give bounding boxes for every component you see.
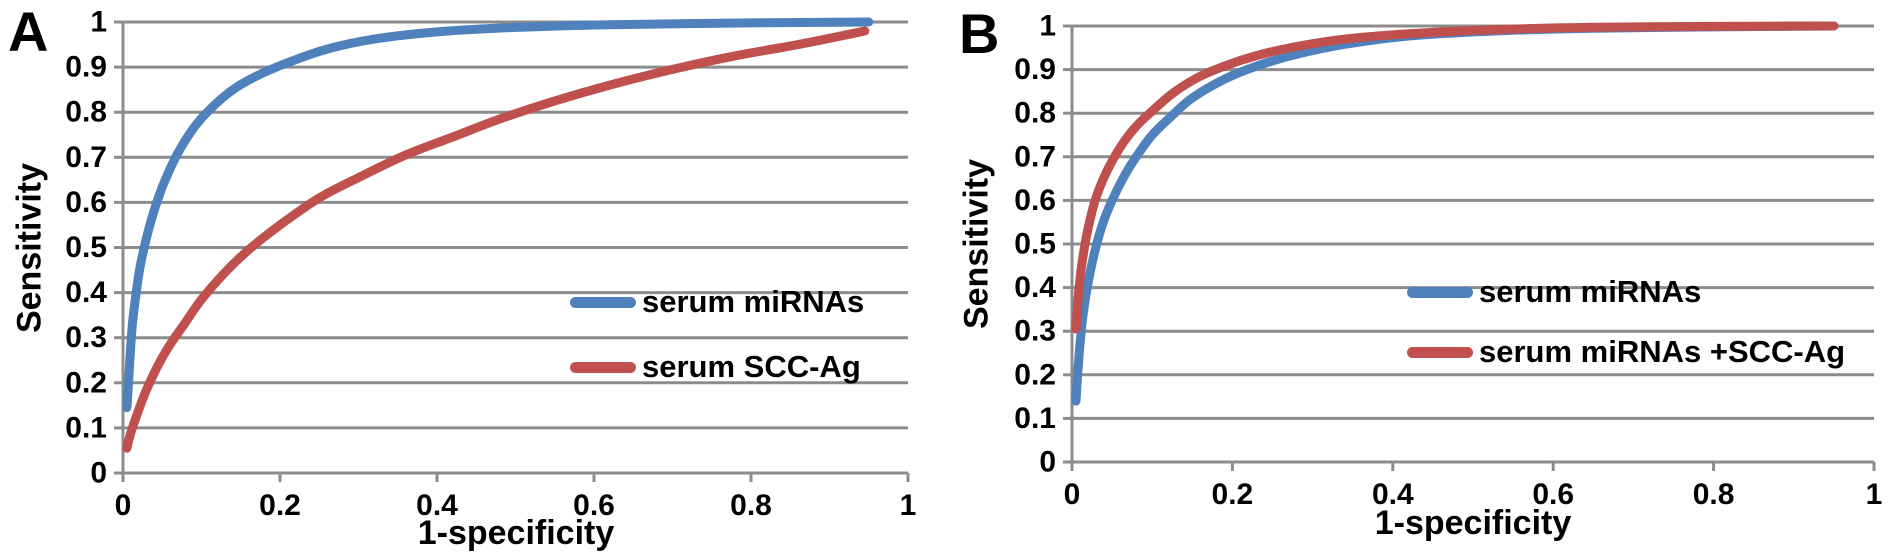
legend-line-marker: [570, 361, 636, 373]
legend-label: serum SCC-Ag: [642, 349, 861, 384]
y-tick-label: 0.1: [65, 411, 107, 444]
panel-label: A: [8, 0, 49, 63]
legend-label: serum miRNAs: [642, 284, 865, 319]
x-tick-label: 0.8: [1693, 478, 1735, 511]
roc-plot-a: 0 0.1 0.2 0.3 0.4 0.5 0.6 0.7 0.8 0.9 1 0 0.2 0.4 0.6 0…: [65, 6, 917, 523]
x-tick-label: 0.6: [573, 489, 615, 522]
panel-label: B: [959, 2, 1000, 65]
y-tick-label: 0.3: [1014, 315, 1056, 348]
roc-panel-b: 0 0.1 0.2 0.3 0.4 0.5 0.6 0.7 0.8 0.9 1 0 0.2 0.4 0.6 0…: [945, 0, 1890, 553]
y-axis-title: Sensitivity: [10, 162, 49, 334]
x-axis-title: 1-specificity: [1374, 504, 1572, 542]
y-tick-label: 0.6: [1014, 184, 1056, 217]
y-tick-label: 0.4: [1014, 271, 1056, 304]
x-tick-label: 0: [1064, 478, 1081, 511]
y-tick-label: 0.6: [65, 186, 107, 219]
legend-item: serum miRNAs +SCC-Ag: [1407, 334, 1845, 370]
y-tick-label: 1: [90, 6, 107, 39]
legend-label: serum miRNAs +SCC-Ag: [1479, 334, 1846, 369]
y-tick-label: 0.5: [65, 231, 107, 264]
x-tick-label: 1: [1866, 478, 1883, 511]
legend-label: serum miRNAs: [1479, 274, 1702, 309]
legend: serum miRNAs serum SCC-Ag: [570, 284, 864, 385]
y-tick-label: 0.3: [65, 321, 107, 354]
legend-item: serum SCC-Ag: [570, 349, 864, 385]
roc-curve-serum-mirnas: [122, 17, 874, 413]
x-tick-label: 0.4: [1372, 478, 1414, 511]
x-tick-label: 1: [900, 489, 917, 522]
y-tick-label: 0.7: [65, 141, 107, 174]
y-tick-label: 0.5: [1014, 228, 1056, 261]
y-axis-title: Sensitivity: [957, 158, 996, 330]
roc-plot-b: 0 0.1 0.2 0.3 0.4 0.5 0.6 0.7 0.8 0.9 1 0 0.2 0.4 0.6 0…: [1014, 10, 1883, 512]
legend-line-marker: [1407, 346, 1473, 358]
y-tick-label: 1: [1039, 10, 1056, 43]
y-tick-label: 0.9: [1014, 53, 1056, 86]
x-tick-label: 0.8: [730, 489, 772, 522]
legend-item: serum miRNAs: [1407, 274, 1845, 310]
legend-line-marker: [1407, 286, 1473, 298]
legend: serum miRNAs serum miRNAs +SCC-Ag: [1407, 274, 1845, 370]
roc-curve-serum-scc-ag: [122, 26, 870, 453]
roc-curve-serum-mirnas-scc-ag: [1071, 21, 1839, 334]
x-tick-label: 0.2: [1212, 478, 1254, 511]
y-tick-label: 0.4: [65, 276, 107, 309]
y-tick-label: 0.8: [65, 96, 107, 129]
legend-line-marker: [570, 296, 636, 308]
y-tick-label: 0: [90, 457, 107, 490]
x-tick-label: 0: [115, 489, 132, 522]
y-tick-label: 0.9: [65, 51, 107, 84]
x-tick-label: 0.6: [1532, 478, 1574, 511]
y-tick-label: 0.8: [1014, 97, 1056, 130]
y-tick-label: 0: [1039, 446, 1056, 479]
x-tick-label: 0.2: [259, 489, 301, 522]
y-tick-label: 0.1: [1014, 402, 1056, 435]
y-tick-label: 0.2: [65, 366, 107, 399]
x-axis-title: 1-specificity: [417, 514, 615, 552]
roc-panel-a: 0 0.1 0.2 0.3 0.4 0.5 0.6 0.7 0.8 0.9 1 0 0.2 0.4 0.6 0…: [8, 0, 917, 553]
legend-item: serum miRNAs: [570, 284, 864, 320]
x-tick-label: 0.4: [416, 489, 458, 522]
y-tick-label: 0.2: [1014, 358, 1056, 391]
y-tick-label: 0.7: [1014, 140, 1056, 173]
